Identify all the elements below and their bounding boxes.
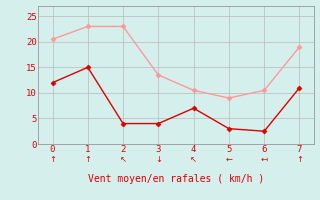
Text: ←: ← <box>225 155 232 164</box>
Text: ↖: ↖ <box>190 155 197 164</box>
Text: ↑: ↑ <box>84 155 91 164</box>
Text: ↤: ↤ <box>261 155 268 164</box>
Text: ↓: ↓ <box>155 155 162 164</box>
Text: ↑: ↑ <box>296 155 303 164</box>
X-axis label: Vent moyen/en rafales ( km/h ): Vent moyen/en rafales ( km/h ) <box>88 174 264 184</box>
Text: ↑: ↑ <box>49 155 56 164</box>
Text: ↖: ↖ <box>120 155 127 164</box>
